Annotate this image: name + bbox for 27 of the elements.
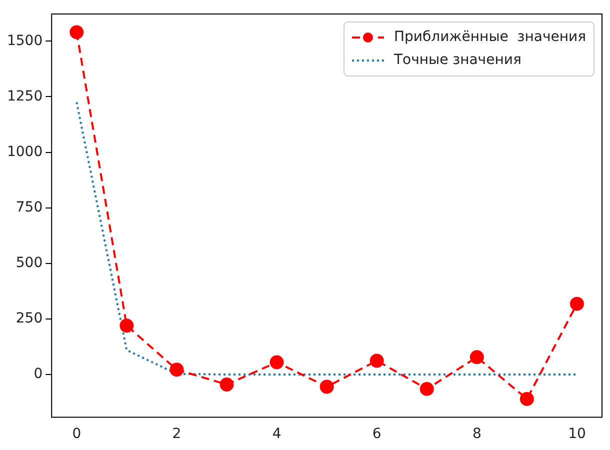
point xyxy=(270,355,284,370)
y-tick-label: 1000 xyxy=(6,144,43,160)
point xyxy=(120,318,134,333)
point xyxy=(170,362,184,377)
x-tick-label: 10 xyxy=(568,426,586,442)
point xyxy=(470,350,484,364)
y-tick-label: 750 xyxy=(16,199,43,216)
line-series xyxy=(76,101,578,376)
y-tick-label: 1500 xyxy=(6,32,43,49)
x-tick-label: 4 xyxy=(272,426,282,442)
y-tick-label: 500 xyxy=(16,255,43,272)
point xyxy=(320,380,334,394)
x-tick-label: 0 xyxy=(72,426,82,442)
point xyxy=(370,354,384,368)
x-tick-label: 2 xyxy=(172,426,182,442)
point xyxy=(520,392,534,406)
point xyxy=(570,296,584,311)
legend-label: Приближённые значения xyxy=(394,29,586,46)
legend-label: Точные значения xyxy=(392,52,522,68)
point xyxy=(70,25,84,40)
y-tick-label: 1250 xyxy=(6,88,43,104)
x-tick-label: 6 xyxy=(372,426,382,442)
x-tick-label: 8 xyxy=(472,426,482,442)
point xyxy=(420,382,434,396)
point xyxy=(220,378,234,392)
y-tick-label: 0 xyxy=(34,366,43,382)
y-tick-label: 250 xyxy=(16,310,43,327)
